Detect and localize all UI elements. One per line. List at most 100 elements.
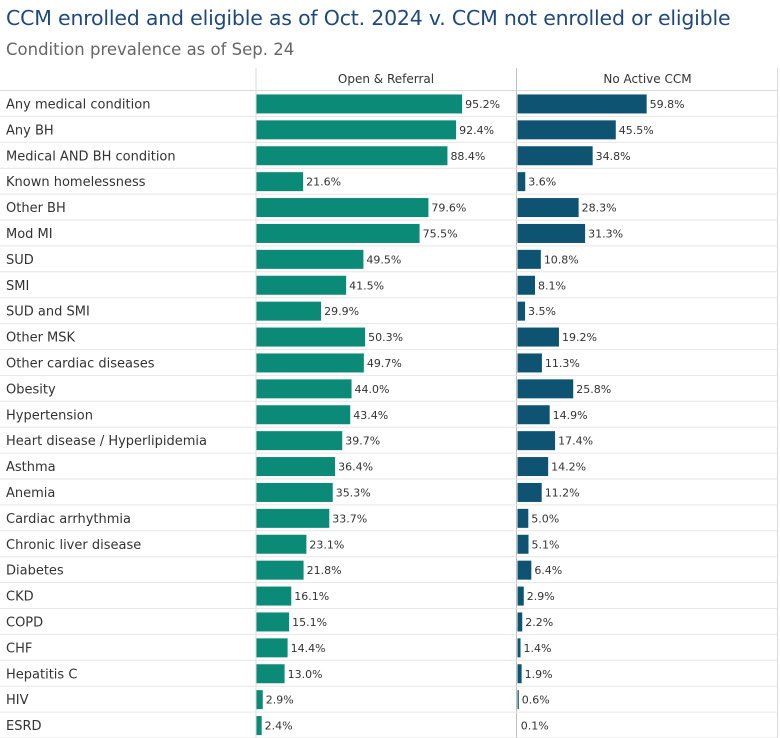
value-label-no-active-ccm-anemia: 11.2% [545, 486, 580, 499]
value-label-open-referral-diabetes: 21.8% [307, 564, 342, 577]
bar-open-referral-hepatitis-c [256, 664, 285, 684]
bar-open-referral-asthma [256, 457, 336, 477]
category-label-mod-mi: Mod MI [6, 227, 53, 242]
bar-no-active-ccm-other-msk [517, 327, 559, 347]
bar-no-active-ccm-ckd [517, 586, 524, 606]
bar-no-active-ccm-sud [517, 249, 541, 269]
category-label-sud: SUD [6, 253, 34, 268]
value-label-open-referral-obesity: 44.0% [355, 383, 390, 396]
value-label-open-referral-copd: 15.1% [292, 616, 327, 629]
value-label-no-active-ccm-sud: 10.8% [544, 253, 579, 266]
value-label-open-referral-smi: 41.5% [349, 279, 384, 292]
value-label-no-active-ccm-mod-mi: 31.3% [588, 227, 623, 240]
bar-no-active-ccm-medical-and-bh-condition [517, 146, 593, 166]
value-label-open-referral-known-homelessness: 21.6% [306, 176, 341, 189]
value-label-no-active-ccm-hypertension: 14.9% [553, 409, 588, 422]
value-label-open-referral-ckd: 16.1% [294, 590, 329, 603]
bar-open-referral-other-cardiac-diseases [256, 353, 364, 373]
category-label-anemia: Anemia [6, 486, 55, 501]
value-label-open-referral-hiv: 2.9% [266, 694, 294, 707]
bar-no-active-ccm-any-bh [517, 120, 616, 140]
bar-open-referral-sud-and-smi [256, 301, 322, 321]
value-label-open-referral-sud-and-smi: 29.9% [324, 305, 359, 318]
value-label-no-active-ccm-medical-and-bh-condition: 34.8% [596, 150, 631, 163]
value-label-no-active-ccm-smi: 8.1% [538, 279, 566, 292]
value-label-open-referral-hypertension: 43.4% [353, 409, 388, 422]
bar-open-referral-medical-and-bh-condition [256, 146, 448, 166]
bar-open-referral-anemia [256, 482, 333, 502]
bar-open-referral-chronic-liver-disease [256, 534, 307, 554]
category-label-any-bh: Any BH [6, 123, 54, 138]
bar-open-referral-mod-mi [256, 223, 420, 243]
bar-open-referral-chf [256, 638, 288, 658]
value-label-open-referral-esrd: 2.4% [265, 720, 293, 733]
value-label-no-active-ccm-heart-disease-hyperlipidemia: 17.4% [558, 435, 593, 448]
value-label-open-referral-chf: 14.4% [291, 642, 326, 655]
bar-no-active-ccm-other-bh [517, 198, 579, 218]
value-label-open-referral-other-msk: 50.3% [368, 331, 403, 344]
category-label-hiv: HIV [6, 693, 29, 708]
value-label-open-referral-other-bh: 79.6% [431, 202, 466, 215]
bar-open-referral-any-bh [256, 120, 457, 140]
value-label-no-active-ccm-sud-and-smi: 3.5% [528, 305, 556, 318]
category-label-other-bh: Other BH [6, 201, 66, 216]
bar-open-referral-heart-disease-hyperlipidemia [256, 431, 343, 451]
bar-no-active-ccm-hepatitis-c [517, 664, 522, 684]
bar-no-active-ccm-heart-disease-hyperlipidemia [517, 431, 556, 451]
value-label-no-active-ccm-hepatitis-c: 1.9% [525, 668, 553, 681]
category-label-cardiac-arrhythmia: Cardiac arrhythmia [6, 512, 131, 527]
value-label-open-referral-other-cardiac-diseases: 49.7% [367, 357, 402, 370]
bar-no-active-ccm-chf [517, 638, 521, 658]
value-label-no-active-ccm-ckd: 2.9% [527, 590, 555, 603]
value-label-no-active-ccm-known-homelessness: 3.6% [528, 176, 556, 189]
category-label-esrd: ESRD [6, 719, 42, 734]
value-label-open-referral-chronic-liver-disease: 23.1% [309, 538, 344, 551]
value-label-no-active-ccm-asthma: 14.2% [551, 461, 586, 474]
bar-open-referral-hypertension [256, 405, 351, 425]
bar-no-active-ccm-anemia [517, 482, 542, 502]
bar-no-active-ccm-chronic-liver-disease [517, 534, 529, 554]
value-label-no-active-ccm-esrd: 0.1% [521, 720, 549, 733]
value-label-open-referral-heart-disease-hyperlipidemia: 39.7% [345, 435, 380, 448]
bar-no-active-ccm-sud-and-smi [517, 301, 526, 321]
bar-open-referral-hiv [256, 690, 263, 710]
value-label-open-referral-hepatitis-c: 13.0% [288, 668, 323, 681]
bar-no-active-ccm-asthma [517, 457, 549, 477]
category-label-asthma: Asthma [6, 460, 56, 475]
value-label-open-referral-sud: 49.5% [366, 253, 401, 266]
category-label-diabetes: Diabetes [6, 564, 64, 579]
category-label-other-msk: Other MSK [6, 331, 76, 346]
bar-open-referral-cardiac-arrhythmia [256, 508, 330, 528]
value-label-open-referral-any-bh: 92.4% [459, 124, 494, 137]
value-label-open-referral-any-medical-condition: 95.2% [465, 98, 500, 111]
chart-title: CCM enrolled and eligible as of Oct. 202… [6, 6, 731, 30]
bar-open-referral-other-msk [256, 327, 366, 347]
value-label-open-referral-cardiac-arrhythmia: 33.7% [332, 512, 367, 525]
panel-header-no-active-ccm: No Active CCM [603, 72, 691, 86]
category-label-ckd: CKD [6, 590, 34, 605]
value-label-no-active-ccm-cardiac-arrhythmia: 5.0% [531, 512, 559, 525]
category-label-hepatitis-c: Hepatitis C [6, 667, 77, 682]
bar-open-referral-smi [256, 275, 347, 295]
bar-no-active-ccm-other-cardiac-diseases [517, 353, 542, 373]
bar-open-referral-known-homelessness [256, 172, 304, 192]
value-label-open-referral-medical-and-bh-condition: 88.4% [450, 150, 485, 163]
value-label-no-active-ccm-any-bh: 45.5% [619, 124, 654, 137]
value-label-no-active-ccm-other-cardiac-diseases: 11.3% [545, 357, 580, 370]
value-label-no-active-ccm-copd: 2.2% [525, 616, 553, 629]
value-label-no-active-ccm-chf: 1.4% [524, 642, 552, 655]
bar-no-active-ccm-cardiac-arrhythmia [517, 508, 529, 528]
category-label-sud-and-smi: SUD and SMI [6, 305, 90, 320]
category-label-heart-disease-hyperlipidemia: Heart disease / Hyperlipidemia [6, 434, 207, 449]
bar-open-referral-ckd [256, 586, 292, 606]
bar-open-referral-other-bh [256, 198, 429, 218]
bar-no-active-ccm-mod-mi [517, 223, 586, 243]
bar-no-active-ccm-known-homelessness [517, 172, 526, 192]
bar-open-referral-any-medical-condition [256, 94, 463, 114]
category-label-medical-and-bh-condition: Medical AND BH condition [6, 149, 176, 164]
bar-open-referral-obesity [256, 379, 352, 399]
bar-no-active-ccm-copd [517, 612, 523, 632]
value-label-open-referral-anemia: 35.3% [336, 486, 371, 499]
value-label-open-referral-asthma: 36.4% [338, 461, 373, 474]
bar-no-active-ccm-any-medical-condition [517, 94, 647, 114]
